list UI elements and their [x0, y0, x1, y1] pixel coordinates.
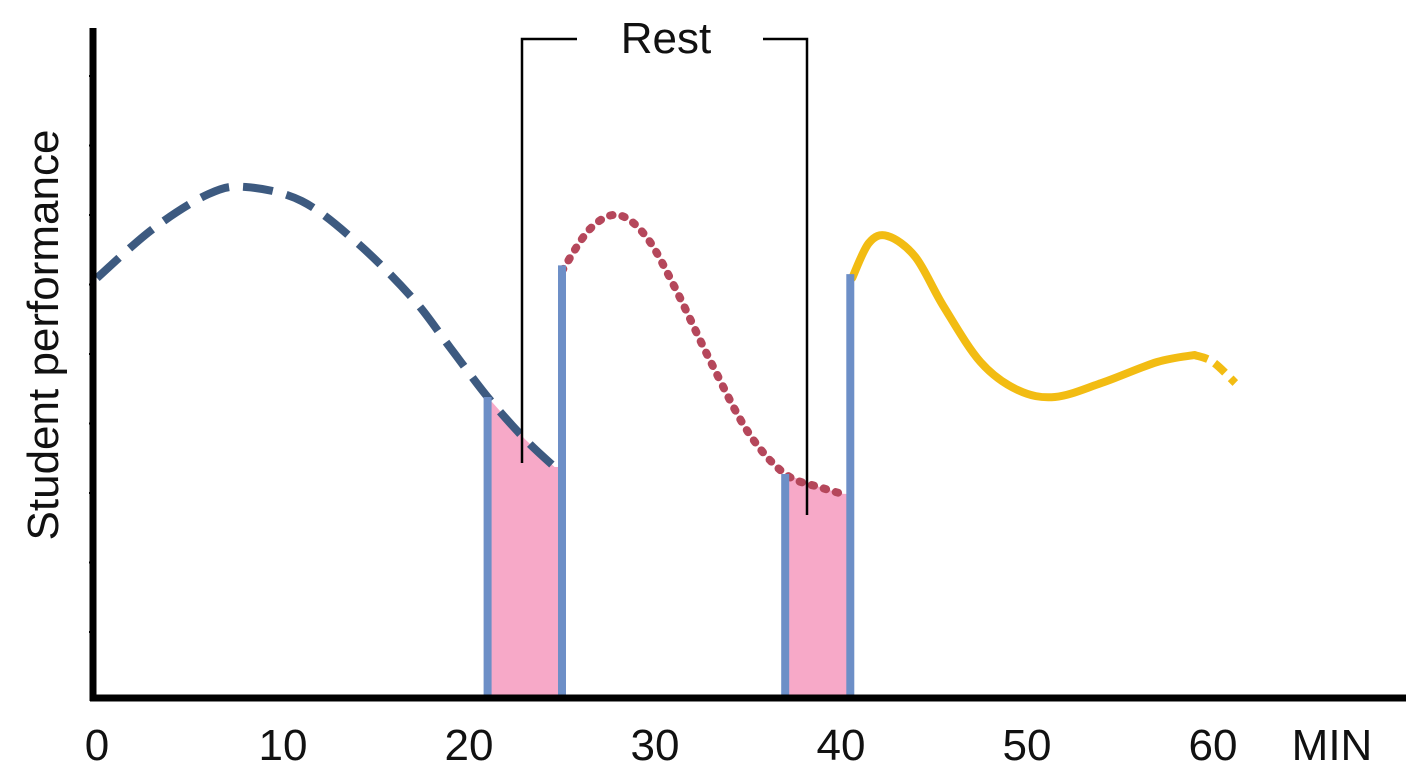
x-tick-label: 40 [817, 721, 866, 770]
y-axis-title: Student performance [19, 130, 68, 541]
rest-bracket-right [763, 37, 809, 515]
series-line-1 [94, 182, 558, 470]
rest-bracket-left [520, 37, 577, 463]
series-line-3 [848, 231, 1199, 402]
series-line-4 [1192, 351, 1239, 386]
rest-shading-layer [487, 397, 851, 698]
series-line-2 [558, 210, 851, 499]
y-tick-layer [89, 75, 96, 633]
x-tick-label: 10 [259, 721, 308, 770]
rest-label: Rest [621, 14, 711, 63]
x-tick-label-layer: 0 10 20 30 40 50 60 [85, 721, 1238, 770]
x-tick-label: 30 [631, 721, 680, 770]
x-tick-label: 60 [1189, 721, 1238, 770]
series-layer [94, 182, 1239, 499]
rest-marker-layer [483, 265, 855, 698]
rest-area-1 [487, 397, 562, 698]
x-tick-label: 0 [85, 721, 109, 770]
rest-annotation: Rest [520, 14, 809, 515]
x-axis-title: MIN [1292, 721, 1373, 770]
x-tick-label: 50 [1003, 721, 1052, 770]
x-tick-label: 20 [445, 721, 494, 770]
rest-area-2 [785, 474, 851, 698]
